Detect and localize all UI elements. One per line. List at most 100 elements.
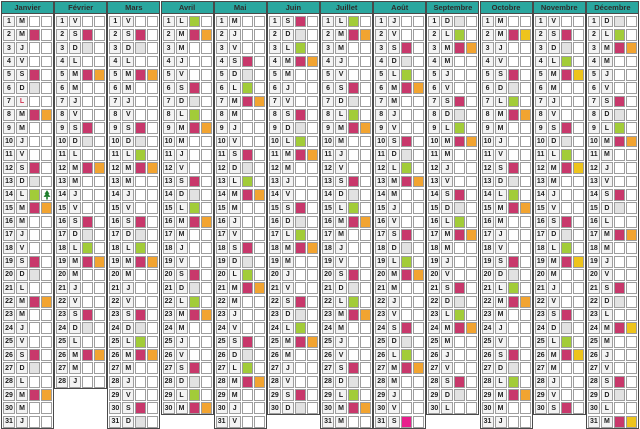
day-row: 27 L	[215, 361, 266, 375]
day-mark-secondary	[466, 28, 478, 41]
day-mark-primary	[560, 202, 572, 215]
day-row: 18 L	[55, 241, 106, 255]
day-row: 11 J	[162, 147, 213, 161]
day-mark-primary	[401, 122, 413, 135]
day-mark-primary	[82, 229, 94, 241]
day-number: 23	[481, 309, 494, 321]
day-mark-primary	[188, 295, 200, 308]
day-letter: L	[441, 28, 454, 41]
day-mark-secondary	[625, 95, 637, 108]
day-mark-secondary	[519, 122, 531, 135]
day-letter: L	[547, 148, 560, 161]
day-number: 27	[322, 362, 335, 375]
day-row: 28 L	[2, 374, 53, 388]
day-mark-secondary	[466, 15, 478, 28]
day-mark-primary	[560, 375, 572, 388]
day-letter: L	[69, 335, 82, 348]
day-letter: M	[441, 229, 454, 241]
day-mark-primary	[401, 202, 413, 215]
day-row: 29 M	[481, 388, 532, 401]
day-letter: J	[335, 242, 348, 255]
day-mark-secondary	[94, 175, 106, 188]
day-letter: V	[494, 335, 507, 348]
day-letter: V	[335, 162, 348, 175]
day-mark-primary	[401, 148, 413, 161]
day-row: 20 M	[55, 268, 106, 281]
day-mark-primary	[613, 215, 625, 228]
day-mark-secondary	[466, 175, 478, 188]
day-number: 4	[375, 55, 388, 68]
day-mark-primary	[241, 108, 253, 121]
day-mark-secondary	[625, 309, 637, 321]
day-mark-secondary	[413, 15, 425, 28]
day-letter: D	[122, 322, 135, 335]
day-number: 14	[215, 188, 228, 201]
day-mark-primary	[82, 295, 94, 308]
day-mark-primary	[82, 349, 94, 361]
day-mark-secondary	[41, 148, 52, 161]
day-number: 19	[534, 255, 547, 268]
day-mark-primary	[135, 335, 147, 348]
day-row: 26 M	[108, 348, 159, 361]
day-letter: D	[16, 269, 28, 281]
day-mark-secondary	[466, 335, 478, 348]
day-mark-primary	[613, 402, 625, 415]
day-row: 11 L	[108, 147, 159, 161]
day-mark-secondary	[519, 55, 531, 68]
day-letter: M	[388, 375, 401, 388]
day-number: 23	[534, 309, 547, 321]
day-letter: D	[69, 322, 82, 335]
day-row: 16 L	[427, 214, 478, 228]
day-mark-secondary	[306, 335, 318, 348]
day-number: 15	[428, 202, 441, 215]
day-number: 19	[268, 255, 281, 268]
day-number: 28	[322, 375, 335, 388]
day-mark-primary	[188, 389, 200, 401]
day-number: 1	[3, 15, 15, 28]
day-letter: D	[335, 282, 348, 295]
day-row: 17 S	[374, 228, 425, 241]
day-mark-primary	[401, 82, 413, 95]
day-letter: M	[600, 322, 613, 335]
day-number: 9	[481, 122, 494, 135]
day-row: 25 M	[427, 334, 478, 348]
day-mark-secondary	[625, 162, 637, 175]
day-mark-primary	[294, 68, 306, 81]
day-row: 27 S	[321, 361, 372, 375]
day-letter: D	[494, 82, 507, 95]
day-letter: J	[441, 349, 454, 361]
day-row: 17 M	[427, 228, 478, 241]
day-letter: S	[494, 349, 507, 361]
day-number: 15	[534, 202, 547, 215]
day-number: 2	[375, 28, 388, 41]
day-number: 20	[109, 269, 122, 281]
day-row: 20 S	[321, 268, 372, 281]
day-row: 25 M	[587, 334, 638, 348]
day-mark-primary	[82, 28, 94, 41]
day-letter: D	[69, 135, 82, 148]
day-number: 22	[428, 295, 441, 308]
day-number: 5	[428, 68, 441, 81]
day-letter: S	[494, 68, 507, 81]
day-row: 26 M	[55, 348, 106, 361]
day-mark-secondary	[94, 15, 106, 28]
day-row: 30 M	[481, 401, 532, 415]
day-row: 26 J	[427, 348, 478, 361]
day-mark-primary	[454, 68, 466, 81]
day-mark-secondary	[200, 15, 212, 28]
day-row: 11 V	[2, 147, 53, 161]
day-letter: L	[441, 122, 454, 135]
day-mark-primary	[613, 349, 625, 361]
day-letter: D	[441, 202, 454, 215]
day-letter: L	[494, 188, 507, 201]
day-letter: J	[175, 335, 188, 348]
day-mark-secondary	[41, 162, 52, 175]
day-mark-secondary	[41, 375, 52, 388]
